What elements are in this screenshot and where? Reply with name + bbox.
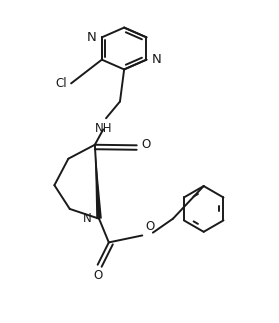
Text: O: O: [145, 220, 154, 233]
Text: Cl: Cl: [55, 77, 67, 90]
Text: NH: NH: [95, 122, 112, 135]
Text: N: N: [86, 31, 96, 44]
Text: N: N: [152, 53, 162, 66]
Polygon shape: [95, 145, 102, 219]
Text: O: O: [141, 138, 150, 151]
Text: O: O: [93, 269, 102, 282]
Text: N: N: [83, 212, 92, 225]
